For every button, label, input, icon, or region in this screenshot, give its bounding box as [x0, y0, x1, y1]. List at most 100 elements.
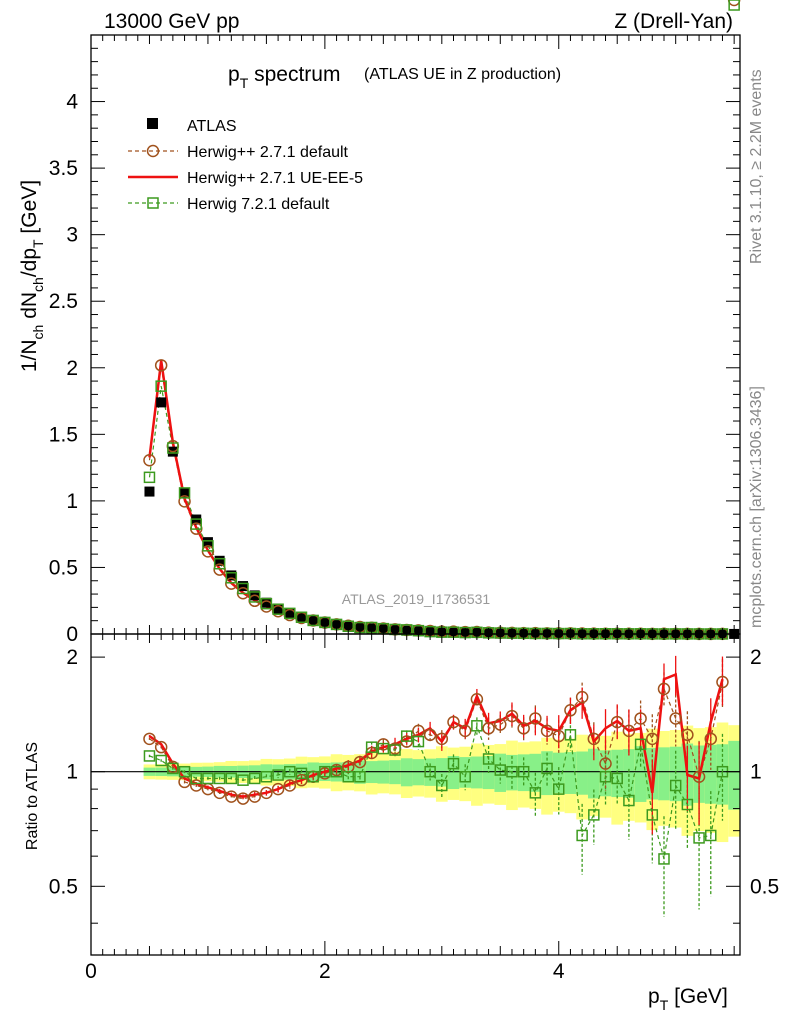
herwig7-ratio-point	[506, 765, 518, 778]
atlas-data-point	[144, 486, 155, 497]
herwig-pp-default-ratio-point	[669, 712, 682, 725]
herwig-pp-default-ratio-point	[529, 712, 542, 725]
herwig7-ratio-point	[412, 735, 425, 748]
herwig7-ratio-point	[365, 741, 378, 753]
herwig7-point	[307, 614, 319, 627]
herwig-pp-default-ratio-point	[236, 792, 250, 805]
herwig7-point	[272, 603, 284, 615]
ratio-panel: 0 2 4 0.5 0.5 1 1 2 2	[49, 633, 779, 983]
atlas-data-point	[343, 621, 354, 632]
herwig7-ratio-point	[424, 765, 436, 778]
atlas-data-point	[273, 603, 284, 614]
process-label: Z (Drell-Yan)	[614, 10, 733, 33]
y-tick-label: 2.5	[49, 290, 78, 313]
herwig7-ratio-point	[272, 769, 284, 781]
herwig7-ratio-point	[681, 798, 694, 811]
herwig7-ratio-point	[178, 765, 191, 778]
herwig7-point	[295, 611, 308, 624]
herwig7-ratio-point	[319, 765, 331, 778]
herwig7-ratio-point	[225, 772, 238, 785]
plot-title: pT spectrum	[228, 63, 340, 91]
atlas-data-point	[354, 622, 365, 633]
herwig7-ratio-point	[284, 765, 296, 778]
herwig7-ratio-point	[330, 765, 343, 778]
herwig-pp-default-ratio-point	[610, 715, 624, 729]
ratio-tick-label: 2	[66, 646, 78, 669]
ratio-tick-label-right: 1	[750, 761, 762, 784]
herwig7-ratio-point	[669, 779, 682, 792]
herwig-pp-default-ratio-point	[575, 690, 589, 704]
herwig-pp-default-ratio-point	[552, 729, 565, 743]
herwig-pp-default-ratio-point	[599, 757, 612, 770]
herwig7-point	[190, 518, 202, 530]
uncertainty-band-green	[576, 751, 588, 795]
herwig7-ratio-point	[459, 770, 471, 783]
herwig7-ratio-point	[389, 744, 401, 756]
herwig7-ratio-point	[167, 762, 179, 775]
legend-marker-herwig7	[147, 197, 159, 209]
y-tick-label: 0.5	[49, 556, 78, 579]
herwig-pp-default-ratio-point	[634, 712, 647, 725]
x-axis-label: pT [GeV]	[648, 985, 728, 1013]
herwig7-ratio-point	[377, 742, 390, 755]
atlas-data-point	[214, 555, 225, 566]
herwig-pp-default-ratio-point	[260, 786, 273, 800]
herwig-pp-default-ratio-point	[716, 675, 729, 689]
herwig-pp-default-point	[727, 0, 741, 7]
ratio-frame	[90, 633, 741, 956]
herwig-pp-default-ratio-point	[295, 773, 308, 787]
y-tick-label: 2	[66, 357, 78, 380]
atlas-data-point	[284, 608, 295, 619]
herwig-pp-default-ratio-point	[189, 779, 203, 792]
herwig-pp-default-ratio-point	[271, 782, 285, 796]
herwig7-point	[260, 597, 273, 610]
herwig7-point	[728, 0, 740, 11]
main-panel: 0 0.5 1 1.5 2 2.5 3 3.5 4	[49, 0, 741, 646]
herwig-pp-default-ratio-point	[435, 732, 449, 746]
herwig7-ratio-point	[202, 772, 214, 785]
herwig-pp-default-ratio-point	[692, 770, 706, 783]
ratio-tick-label: 1	[66, 761, 78, 784]
herwig7-ratio-point	[693, 832, 705, 844]
herwig-pp-default-ratio-point	[353, 755, 367, 769]
herwig7-ratio-point	[155, 754, 167, 767]
herwig7-point	[143, 471, 156, 484]
y-tick-label: 3.5	[49, 157, 78, 180]
legend-marker-herwig-pp-default	[146, 144, 160, 158]
herwig7-ratio-point	[588, 809, 600, 821]
herwig7-ratio-point	[143, 750, 156, 762]
herwig-pp-default-ratio-point	[248, 790, 261, 803]
legend-label-herwig-pp-default: Herwig++ 2.7.1 default	[187, 144, 349, 161]
herwig-pp-default-ratio-point	[225, 790, 238, 803]
y-tick-label: 0	[66, 623, 78, 646]
herwig-pp-default-ratio-point	[154, 740, 168, 754]
herwig-pp-default-ratio-point	[494, 718, 507, 731]
uncertainty-band-green	[658, 747, 670, 801]
herwig-pp-default-point	[225, 577, 238, 590]
atlas-data-point	[179, 487, 190, 498]
herwig-pp-default-ratio-point	[365, 746, 378, 760]
herwig-pp-default-ratio-point	[646, 732, 659, 746]
y-tick-label: 4	[66, 91, 78, 114]
herwig-pp-default-ratio-point	[423, 728, 437, 742]
legend-label-atlas: ATLAS	[187, 118, 237, 135]
herwig7-ratio-point	[342, 770, 355, 783]
herwig-pp-default-ratio-point	[622, 724, 636, 738]
ratio-tick-label: 0.5	[49, 875, 78, 898]
atlas-data-point	[238, 581, 249, 592]
herwig7-ratio-point	[611, 772, 623, 785]
herwig7-point	[155, 380, 167, 392]
herwig7-ratio-point	[599, 770, 612, 783]
herwig-pp-default-ratio-point	[470, 692, 484, 706]
herwig7-ratio-point	[634, 738, 647, 751]
atlas-data-point	[331, 619, 342, 630]
legend-label-herwig-ue: Herwig++ 2.7.1 UE-EE-5	[187, 170, 363, 187]
herwig-pp-default-point	[143, 453, 156, 467]
herwig-pp-default-ratio-point	[681, 728, 694, 742]
x-tick-label: 2	[319, 960, 331, 983]
herwig-pp-default-ratio-point	[505, 709, 519, 723]
y-axis-label: 1/Nch dNch/dpT [GeV]	[18, 180, 46, 372]
herwig7-ratio-point	[705, 829, 717, 842]
y-tick-label: 3	[66, 224, 78, 247]
